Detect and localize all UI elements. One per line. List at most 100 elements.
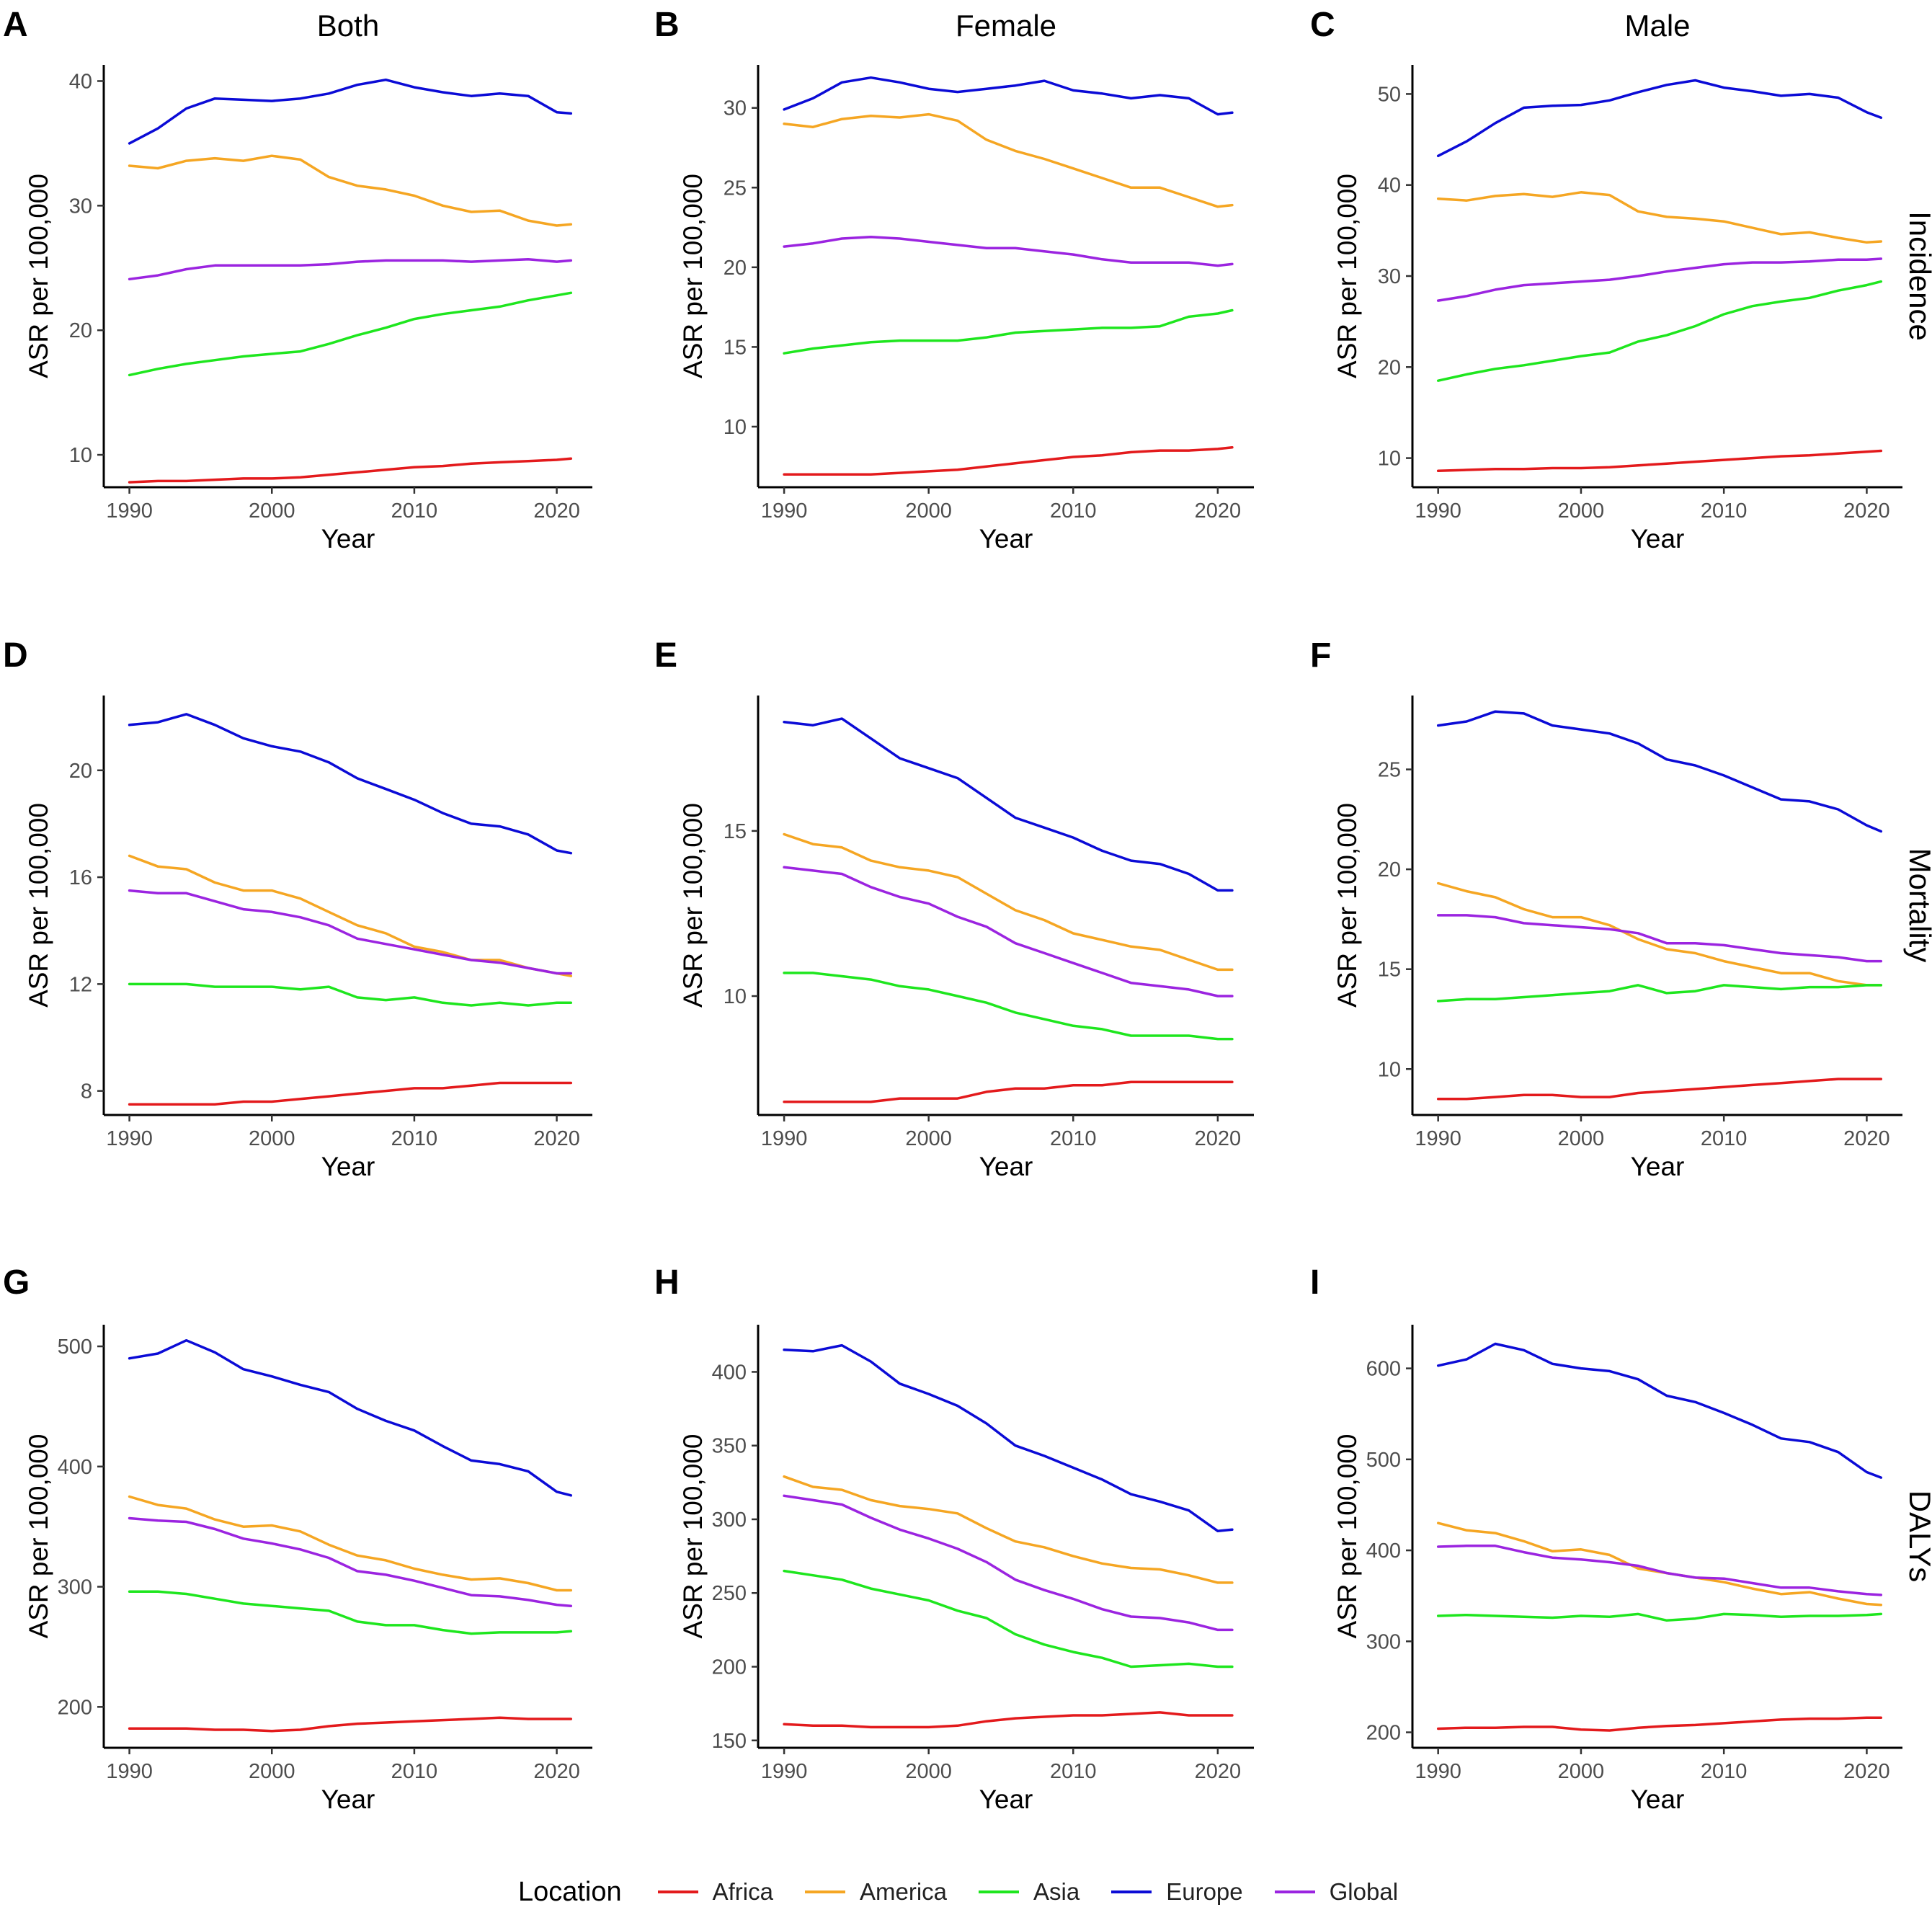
series-line-global — [128, 257, 573, 281]
y-tick-label: 25 — [1378, 759, 1401, 782]
panel-letter-g: G — [3, 1263, 30, 1302]
y-tick-label: 300 — [58, 1576, 92, 1599]
legend-swatch-america — [804, 1890, 845, 1893]
x-tick-label: 2000 — [249, 1127, 295, 1150]
series-line-africa — [1436, 449, 1883, 473]
x-tick-label: 2010 — [1701, 1760, 1748, 1783]
y-tick-label: 15 — [1378, 959, 1401, 982]
series-line-africa — [783, 1711, 1234, 1729]
series-line-america — [1436, 191, 1883, 244]
series-line-global — [128, 1516, 573, 1607]
y-tick-label: 25 — [724, 177, 747, 200]
x-tick-label: 1990 — [1415, 499, 1461, 523]
panel-letter-e: E — [654, 636, 677, 675]
y-tick-label: 500 — [58, 1336, 92, 1359]
series-line-global — [783, 236, 1234, 267]
column-header-both: Both — [317, 9, 379, 43]
x-tick-label: 2020 — [1843, 1760, 1890, 1783]
x-axis-title: Year — [979, 524, 1033, 554]
panel-letter-a: A — [3, 6, 28, 44]
series-line-global — [128, 889, 573, 975]
series-line-america — [1436, 1521, 1883, 1607]
panel-e: E 10 15 1990 2000 2010 2020 Year ASR per 100,000 — [654, 636, 1254, 1181]
y-tick-label: 15 — [724, 336, 747, 359]
y-axis-title: ASR per 100,000 — [678, 803, 708, 1008]
y-tick-label: 200 — [712, 1656, 747, 1679]
x-tick-label: 1990 — [1415, 1127, 1461, 1150]
series-line-asia — [1436, 280, 1883, 382]
panel-c: C 10 20 30 40 50 1990 2000 2010 2020 Year ASR per 1… — [1310, 6, 1932, 554]
series-line-africa — [128, 1716, 573, 1733]
series-line-asia — [1436, 984, 1883, 1003]
series-line-europe — [1436, 710, 1883, 833]
y-tick-label: 400 — [58, 1456, 92, 1479]
series-line-asia — [783, 1569, 1234, 1669]
legend-item-global: Global — [1274, 1878, 1399, 1906]
y-tick-label: 8 — [81, 1080, 92, 1103]
legend-item-europe: Europe — [1111, 1878, 1243, 1906]
y-axis-title: ASR per 100,000 — [1332, 803, 1362, 1008]
legend-label-africa: Africa — [712, 1878, 773, 1905]
series-line-global — [1436, 257, 1883, 302]
y-tick-label: 300 — [1366, 1630, 1401, 1653]
series-line-asia — [783, 972, 1234, 1041]
x-tick-label: 2020 — [1195, 1760, 1242, 1783]
y-tick-label: 10 — [1378, 448, 1401, 471]
y-tick-label: 12 — [69, 973, 92, 996]
x-axis-title: Year — [321, 524, 375, 554]
legend-item-america: America — [804, 1878, 948, 1906]
y-axis-title: ASR per 100,000 — [678, 174, 708, 378]
panel-b: B 10 15 20 25 30 1990 2000 2010 2020 Year ASR per 1… — [654, 6, 1254, 554]
x-tick-label: 1990 — [1415, 1760, 1461, 1783]
x-tick-label: 2010 — [1050, 1760, 1097, 1783]
legend-item-africa: Africa — [657, 1878, 773, 1906]
x-tick-label: 2010 — [391, 1127, 438, 1150]
series-line-africa — [783, 445, 1234, 476]
y-tick-label: 350 — [712, 1435, 747, 1458]
series-line-america — [1436, 881, 1883, 987]
y-tick-label: 500 — [1366, 1449, 1401, 1472]
y-axis-title: ASR per 100,000 — [24, 803, 53, 1008]
series-line-global — [783, 1494, 1234, 1632]
legend: Location Africa America Asia Europe Glob… — [0, 1874, 1932, 1910]
series-line-africa — [128, 1081, 573, 1106]
series-line-africa — [1436, 1078, 1883, 1101]
series-line-america — [128, 854, 573, 977]
y-tick-label: 40 — [69, 70, 92, 93]
series-line-asia — [128, 1590, 573, 1635]
legend-title: Location — [517, 1876, 622, 1907]
x-tick-label: 2020 — [1195, 499, 1242, 523]
y-tick-label: 30 — [69, 195, 92, 218]
x-tick-label: 2000 — [1558, 1760, 1605, 1783]
series-line-asia — [128, 982, 573, 1007]
x-tick-label: 2020 — [1843, 499, 1890, 523]
x-tick-label: 2000 — [249, 1760, 295, 1783]
y-axis-title: ASR per 100,000 — [24, 174, 53, 378]
x-tick-label: 2010 — [391, 499, 438, 523]
x-tick-label: 2000 — [249, 499, 295, 523]
series-line-asia — [783, 308, 1234, 355]
x-axis-title: Year — [1631, 1152, 1685, 1181]
x-tick-label: 2020 — [533, 1760, 580, 1783]
column-header-male: Male — [1624, 9, 1690, 43]
panel-i: I 200 300 400 500 600 1990 2000 2010 2020 Year ASR … — [1310, 1263, 1932, 1814]
x-tick-label: 2010 — [1050, 1127, 1097, 1150]
legend-swatch-global — [1274, 1890, 1315, 1893]
y-tick-label: 600 — [1366, 1358, 1401, 1381]
x-tick-label: 2010 — [1701, 1127, 1748, 1150]
y-tick-label: 150 — [712, 1730, 747, 1753]
x-tick-label: 2010 — [391, 1760, 438, 1783]
series-line-america — [128, 154, 573, 227]
x-tick-label: 2000 — [905, 499, 952, 523]
legend-label-global: Global — [1329, 1878, 1399, 1905]
x-tick-label: 2020 — [1195, 1127, 1242, 1150]
series-line-america — [128, 1495, 573, 1592]
series-line-america — [783, 832, 1234, 972]
panel-letter-d: D — [3, 636, 28, 675]
series-line-europe — [1436, 79, 1883, 158]
x-tick-label: 1990 — [106, 1127, 153, 1150]
legend-label-america: America — [859, 1878, 948, 1905]
x-tick-label: 1990 — [106, 499, 153, 523]
y-axis-title: ASR per 100,000 — [24, 1434, 53, 1639]
